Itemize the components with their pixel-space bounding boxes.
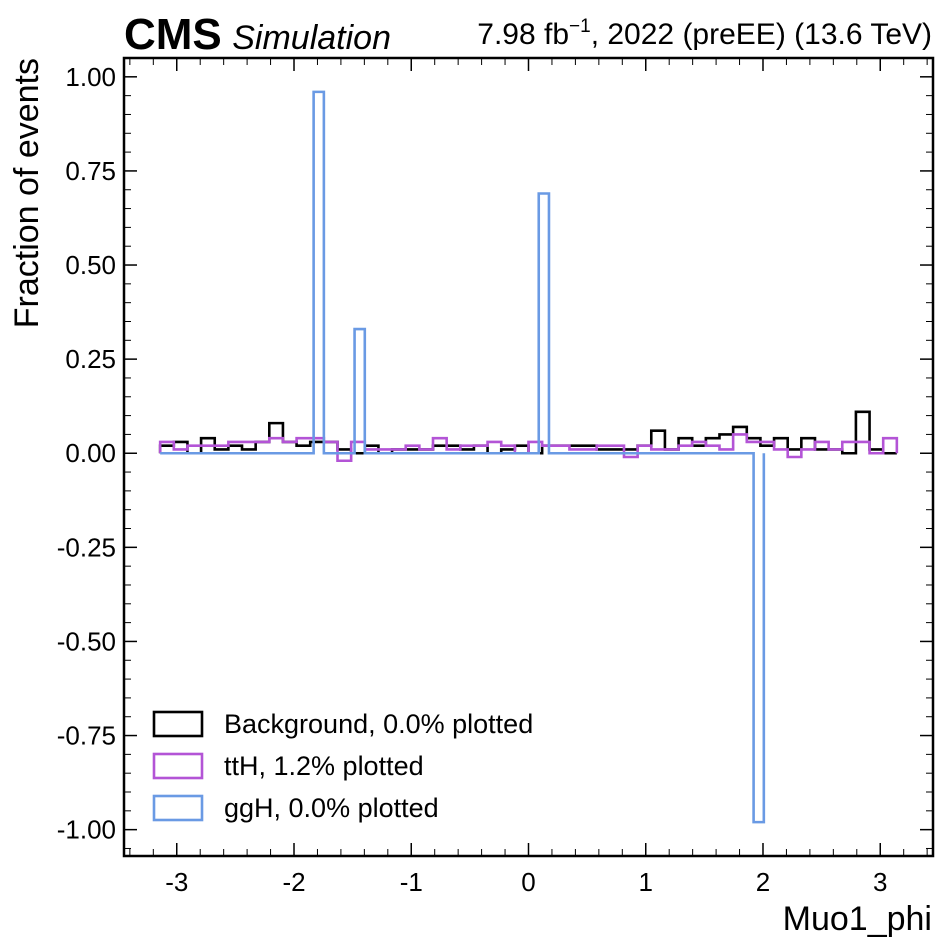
legend-label: Background, 0.0% plotted: [224, 709, 533, 739]
legend-swatch: [152, 794, 204, 822]
legend: Background, 0.0% plotted ttH, 1.2% plotte…: [152, 709, 533, 823]
x-axis-label: Muo1_phi: [783, 900, 932, 938]
series-ggh-histogram: [160, 90, 766, 824]
y-axis-label: Fraction of events: [8, 58, 46, 328]
y-tick-label: -0.50: [57, 626, 116, 656]
legend-label: ggH, 0.0% plotted: [224, 793, 439, 823]
y-tick-label: -1.00: [57, 815, 116, 845]
legend-swatch: [152, 752, 204, 780]
simulation-tag: Simulation: [232, 19, 391, 57]
y-tick-label: 0.50: [65, 250, 116, 280]
y-tick-label: 0.25: [65, 344, 116, 374]
x-tick-label: 3: [873, 867, 887, 897]
plot-frame: [122, 56, 935, 858]
series-tth-histogram: [158, 433, 899, 463]
axes-layer: -3 -2 -1 0 1 2 3 -1.00 -0.75 -0.50 -0.25 0.00 0.25 0.…: [57, 57, 933, 897]
y-tick-label: 0.75: [65, 156, 116, 186]
y-tick-label: 0.00: [65, 438, 116, 468]
y-tick-label: 1.00: [65, 62, 116, 92]
x-tick-label: 2: [756, 867, 770, 897]
series-layer: [158, 90, 899, 824]
lumi-prefix: 7.98 fb: [477, 18, 569, 51]
luminosity-label: 7.98 fb−1, 2022 (preEE) (13.6 TeV): [477, 16, 932, 51]
x-tick-label: -3: [165, 867, 188, 897]
x-tick-label: -2: [282, 867, 305, 897]
x-tick-label: 0: [521, 867, 535, 897]
legend-swatch: [152, 710, 204, 738]
lumi-suffix: , 2022 (preEE) (13.6 TeV): [591, 18, 932, 51]
plot-header: CMS Simulation: [124, 10, 391, 59]
x-tick-label: 1: [639, 867, 653, 897]
legend-label: ttH, 1.2% plotted: [224, 751, 424, 781]
x-tick-label: -1: [400, 867, 423, 897]
experiment-label: CMS: [124, 10, 222, 59]
y-tick-label: -0.25: [57, 532, 116, 562]
y-tick-label: -0.75: [57, 721, 116, 751]
lumi-exponent: −1: [569, 16, 591, 37]
